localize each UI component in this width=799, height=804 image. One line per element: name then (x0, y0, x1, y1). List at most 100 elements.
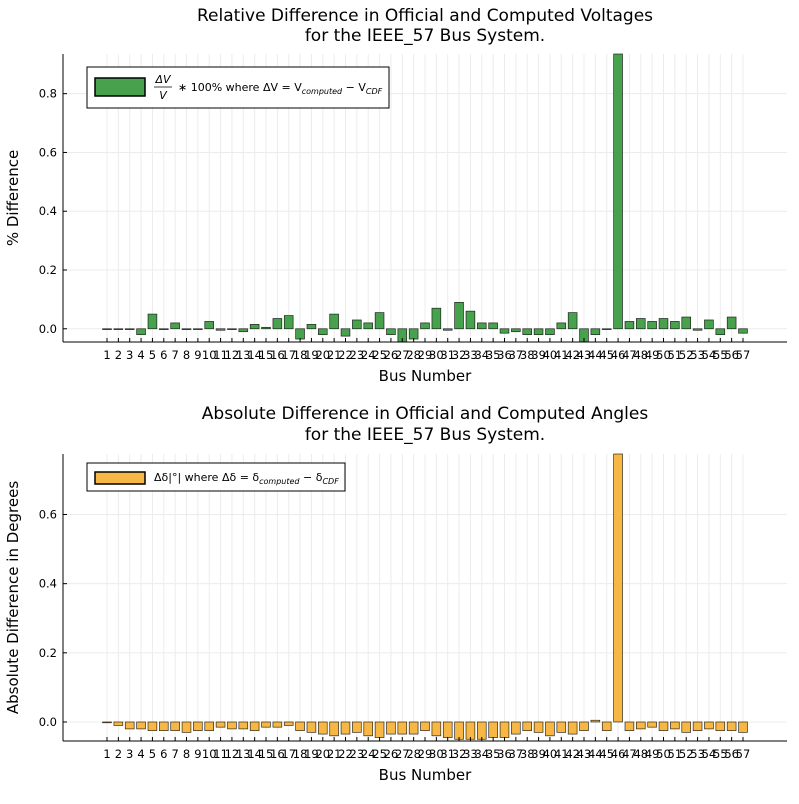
y-tick-label: 0.4 (39, 577, 57, 591)
x-tick-label: 8 (183, 348, 190, 362)
bar-bus-1 (102, 721, 112, 724)
legend-fraction-numerator: ΔV (154, 73, 172, 86)
bar-bus-52 (681, 316, 691, 330)
x-tick-label: 37 (509, 747, 524, 761)
x-tick-label: 12 (225, 348, 240, 362)
bar-bus-13 (238, 721, 249, 730)
x-tick-label: 15 (259, 348, 274, 362)
x-tick-label: 12 (225, 747, 240, 761)
x-axis-label: Bus Number (379, 367, 472, 385)
x-tick-label: 15 (259, 747, 274, 761)
x-tick-label: 39 (531, 348, 546, 362)
bar-bus-34 (477, 322, 487, 330)
x-tick-label: 30 (429, 747, 444, 761)
bar-bus-55 (715, 721, 726, 731)
bar-bus-30 (431, 721, 442, 737)
bar-bus-43 (579, 721, 589, 731)
bar-bus-48 (636, 318, 646, 330)
x-tick-label: 47 (622, 348, 637, 362)
x-tick-label: 5 (149, 747, 156, 761)
x-tick-label: 41 (554, 348, 569, 362)
x-tick-label: 42 (565, 348, 580, 362)
x-tick-label: 11 (213, 747, 228, 761)
gridlines (63, 454, 787, 741)
x-tick-label: 6 (160, 747, 167, 761)
bar-bus-29 (420, 322, 430, 330)
x-tick-label: 19 (304, 348, 319, 362)
x-tick-label: 55 (713, 747, 728, 761)
bar-bus-37 (511, 328, 521, 333)
bar-bus-50 (658, 318, 669, 330)
x-tick-label: 8 (183, 747, 190, 761)
x-tick-label: 38 (520, 348, 535, 362)
bar-bus-14 (249, 324, 260, 330)
y-tick-labels: 0.0 0.2 0.4 0.6 0.8 (39, 87, 67, 336)
bar-bus-31 (442, 328, 453, 331)
bar-bus-47 (624, 721, 635, 731)
bar-bus-41 (556, 721, 567, 733)
x-tick-label: 25 (372, 747, 387, 761)
x-tick-label: 56 (724, 348, 739, 362)
x-tick-label: 19 (304, 747, 319, 761)
bar-bus-10 (204, 721, 214, 731)
bar-bus-4 (136, 721, 146, 730)
legend-label: ∗ 100% where ΔV = Vcomputed − VCDF (178, 81, 383, 96)
bar-bus-42 (567, 312, 578, 330)
x-tick-label: 25 (372, 348, 387, 362)
x-tick-label: 5 (149, 348, 156, 362)
x-tick-label: 3 (126, 348, 133, 362)
y-axis-label: % Difference (4, 150, 22, 246)
bar-bus-26 (386, 721, 396, 735)
bar-bus-18 (295, 721, 305, 731)
x-tick-label: 20 (315, 348, 330, 362)
bar-bus-32 (454, 301, 464, 330)
bar-bus-57 (738, 721, 748, 733)
bar-bus-56 (726, 316, 737, 330)
bar-bus-35 (488, 322, 498, 330)
x-tick-label: 40 (543, 348, 558, 362)
bar-bus-18 (295, 328, 305, 340)
x-tick-label: 27 (395, 348, 410, 362)
y-tick-label: 0.2 (39, 263, 57, 277)
x-tick-label: 33 (463, 747, 478, 761)
bar-bus-24 (363, 322, 374, 330)
bar-bus-25 (374, 721, 385, 738)
y-tick-label: 0.8 (39, 87, 57, 101)
bar-bus-51 (670, 721, 680, 730)
x-tick-label: 54 (702, 348, 717, 362)
bar-bus-20 (318, 721, 328, 735)
y-tick-label: 0.2 (39, 646, 57, 660)
legend: Δδ|°| where Δδ = δcomputed − δCDF (86, 462, 346, 492)
bar-bus-49 (647, 321, 657, 330)
x-tick-label: 14 (247, 348, 262, 362)
y-tick-labels: 0.0 0.2 0.4 0.6 (39, 508, 67, 729)
bar-bus-56 (726, 721, 737, 731)
bar-bus-5 (147, 313, 158, 330)
bar-bus-13 (238, 328, 249, 333)
x-tick-label: 16 (270, 348, 285, 362)
x-tick-label: 17 (281, 747, 296, 761)
bar-bus-23 (352, 319, 362, 330)
bar-bus-38 (522, 328, 532, 336)
x-tick-labels: 1 2 3 4 5 6 7 8 9 1011121314151617181920212223242… (103, 338, 750, 362)
bar-bus-8 (181, 328, 192, 330)
bar-bus-37 (511, 721, 521, 735)
bar-bus-20 (318, 328, 328, 336)
x-tick-label: 10 (202, 348, 217, 362)
x-tick-label: 28 (406, 747, 421, 761)
x-tick-label: 1 (103, 348, 110, 362)
bar-bus-9 (193, 721, 203, 731)
x-axis-label: Bus Number (379, 766, 472, 784)
x-tick-label: 22 (338, 348, 353, 362)
bar-bus-19 (306, 324, 317, 330)
bar-bus-3 (124, 721, 135, 730)
bar-bus-53 (692, 328, 703, 331)
x-tick-label: 35 (486, 747, 501, 761)
bar-bus-47 (624, 321, 635, 330)
bar-bus-31 (442, 721, 453, 738)
bar-bus-6 (159, 721, 169, 731)
x-tick-label: 43 (577, 348, 592, 362)
legend-label: Δδ|°| where Δδ = δcomputed − δCDF (154, 471, 339, 486)
bar-bus-2 (113, 328, 124, 330)
bar-bus-46 (613, 453, 623, 723)
